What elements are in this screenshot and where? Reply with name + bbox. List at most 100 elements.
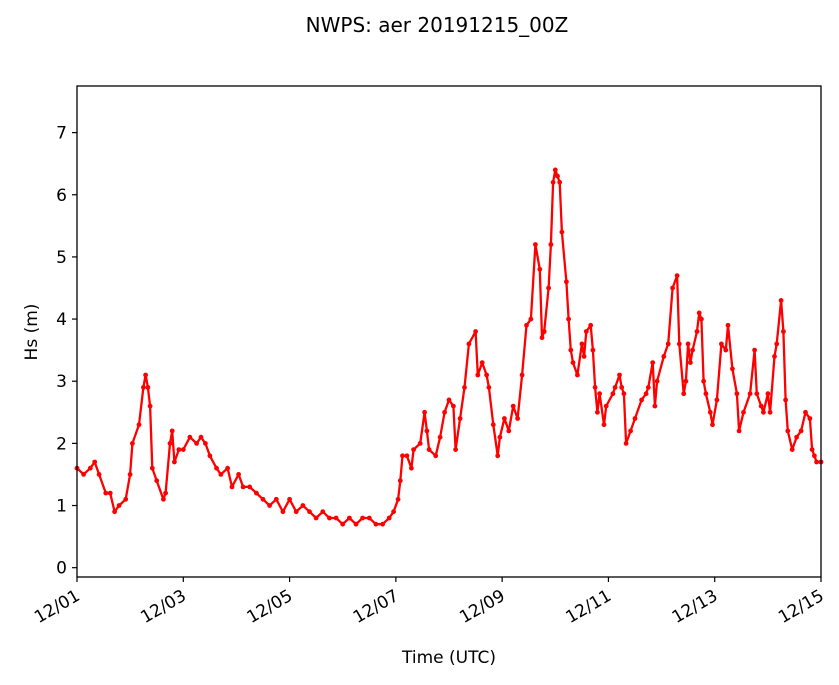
data-point <box>497 434 503 440</box>
data-point <box>676 341 682 347</box>
data-point <box>154 478 160 484</box>
data-point <box>519 372 525 378</box>
data-point <box>552 167 558 173</box>
data-point <box>347 515 352 521</box>
data-point <box>597 391 602 397</box>
data-point <box>778 298 784 303</box>
data-point <box>87 465 93 471</box>
data-point <box>218 472 224 477</box>
data-point <box>754 391 760 397</box>
data-point <box>694 329 700 334</box>
data-point <box>214 465 219 471</box>
data-point <box>247 484 253 490</box>
data-point <box>719 341 724 347</box>
data-point <box>293 509 299 515</box>
data-point <box>555 173 560 179</box>
data-point <box>639 397 644 403</box>
data-point <box>391 509 396 515</box>
data-point <box>595 409 600 415</box>
data-point <box>163 490 169 496</box>
data-point <box>161 496 166 502</box>
data-point <box>798 428 804 434</box>
data-point <box>528 316 534 322</box>
data-point <box>395 496 401 502</box>
data-point <box>451 403 456 409</box>
data-point <box>320 509 326 515</box>
data-point <box>502 416 507 421</box>
data-point <box>541 329 547 334</box>
data-point <box>674 273 680 278</box>
x-tick-label: 12/03 <box>137 586 189 628</box>
data-point <box>327 515 332 521</box>
data-point <box>486 385 492 390</box>
y-tick-label: 6 <box>56 186 67 206</box>
data-point <box>765 391 771 397</box>
data-point <box>548 242 554 247</box>
data-point <box>380 521 385 527</box>
data-point <box>490 422 496 428</box>
data-point <box>479 360 485 365</box>
data-point <box>758 403 764 409</box>
data-point <box>475 372 481 378</box>
data-point <box>761 409 766 415</box>
y-tick-label: 4 <box>56 310 67 330</box>
data-point <box>685 341 691 347</box>
data-point <box>107 490 113 496</box>
data-point <box>446 397 452 403</box>
data-point <box>783 397 788 403</box>
data-point <box>741 409 746 415</box>
data-point <box>785 428 791 434</box>
data-point <box>287 496 292 502</box>
data-point <box>225 465 231 471</box>
data-point <box>524 322 529 328</box>
data-point <box>484 372 489 378</box>
y-tick-label: 5 <box>56 248 67 268</box>
data-point <box>462 385 467 390</box>
data-point <box>123 496 129 502</box>
data-point <box>409 465 414 471</box>
data-point <box>575 372 580 378</box>
data-point <box>643 391 649 397</box>
y-tick-label: 3 <box>56 372 67 392</box>
series-line-hs <box>76 168 821 526</box>
data-point <box>592 385 598 390</box>
data-point <box>437 434 443 440</box>
data-point <box>557 179 563 185</box>
data-point <box>236 472 242 477</box>
data-point <box>457 416 463 421</box>
data-point <box>566 316 571 322</box>
data-point <box>583 329 589 334</box>
x-axis: 12/01 12/03 12/05 12/07 12/09 12/11 12/13 12/15 <box>31 577 828 628</box>
x-tick-label: 12/15 <box>775 586 827 628</box>
data-point <box>81 472 86 477</box>
data-point <box>112 509 117 515</box>
chart-title: NWPS: aer 20191215_00Z <box>306 13 569 37</box>
data-point <box>537 266 543 272</box>
data-point <box>681 391 687 397</box>
data-point <box>690 347 695 353</box>
data-point <box>814 459 819 465</box>
data-point <box>807 416 813 421</box>
y-tick-label: 7 <box>56 124 67 144</box>
data-point <box>628 428 633 434</box>
data-point <box>546 285 551 291</box>
x-tick-label: 12/01 <box>31 586 83 628</box>
data-point <box>169 428 175 434</box>
data-point <box>397 478 403 484</box>
data-point <box>353 521 359 527</box>
data-point <box>426 447 432 452</box>
data-point <box>96 472 102 477</box>
data-point <box>360 515 365 521</box>
data-point <box>333 515 339 521</box>
data-point <box>203 441 208 446</box>
data-point <box>510 403 516 409</box>
data-point <box>612 385 618 390</box>
data-point <box>176 447 182 452</box>
data-point <box>661 354 667 359</box>
data-point <box>581 354 587 359</box>
data-point <box>752 347 757 353</box>
data-point <box>506 428 512 434</box>
data-point <box>699 316 704 322</box>
axes-frame <box>76 85 822 578</box>
